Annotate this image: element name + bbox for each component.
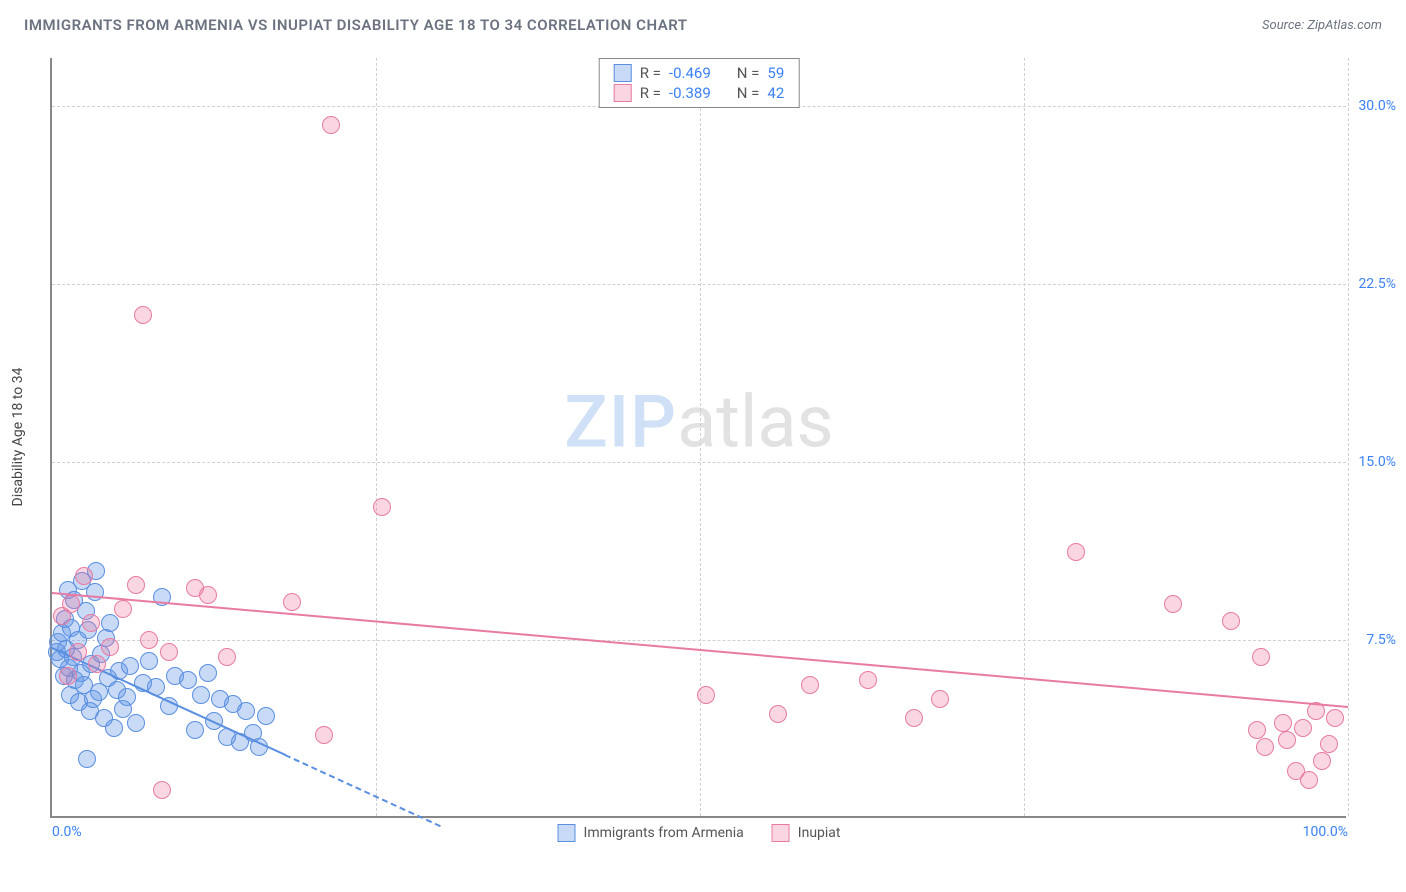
plot-area: ZIPatlas Disability Age 18 to 34 7.5%15.… — [50, 58, 1346, 818]
n-value: 42 — [767, 84, 784, 102]
scatter-point — [127, 576, 145, 594]
scatter-point — [153, 781, 171, 799]
gridline-vertical — [700, 58, 701, 816]
n-value: 59 — [767, 64, 784, 82]
scatter-point — [1300, 771, 1318, 789]
legend-swatch — [614, 84, 632, 102]
scatter-point — [59, 667, 77, 685]
scatter-point — [69, 643, 87, 661]
r-label: R = — [640, 84, 661, 102]
scatter-point — [88, 655, 106, 673]
scatter-point — [905, 709, 923, 727]
watermark: ZIPatlas — [564, 379, 833, 464]
scatter-point — [1164, 595, 1182, 613]
scatter-point — [322, 116, 340, 134]
chart-title: IMMIGRANTS FROM ARMENIA VS INUPIAT DISAB… — [24, 16, 688, 34]
y-axis-title: Disability Age 18 to 34 — [10, 368, 26, 507]
gridline-vertical — [1348, 58, 1349, 816]
scatter-point — [160, 643, 178, 661]
y-tick-label: 30.0% — [1350, 98, 1396, 114]
gridline-horizontal — [52, 462, 1346, 463]
y-tick-label: 7.5% — [1350, 632, 1396, 648]
gridline-horizontal — [52, 284, 1346, 285]
stats-legend-row: R = -0.469 N = 59 — [614, 63, 785, 83]
scatter-point — [931, 690, 949, 708]
legend-swatch — [772, 824, 790, 842]
scatter-point — [1252, 648, 1270, 666]
bottom-legend: Immigrants from Armenia Inupiat — [558, 824, 841, 842]
scatter-point — [1278, 731, 1296, 749]
scatter-point — [101, 614, 119, 632]
y-tick-label: 15.0% — [1350, 454, 1396, 470]
scatter-point — [134, 306, 152, 324]
legend-swatch — [558, 824, 576, 842]
scatter-point — [801, 676, 819, 694]
scatter-point — [315, 726, 333, 744]
scatter-point — [118, 688, 136, 706]
scatter-point — [105, 719, 123, 737]
scatter-point — [140, 631, 158, 649]
scatter-point — [859, 671, 877, 689]
chart-container: ZIPatlas Disability Age 18 to 34 7.5%15.… — [50, 58, 1390, 848]
scatter-point — [1248, 721, 1266, 739]
scatter-point — [62, 595, 80, 613]
legend-item: Inupiat — [772, 824, 841, 842]
scatter-point — [101, 638, 119, 656]
scatter-point — [186, 721, 204, 739]
legend-item: Immigrants from Armenia — [558, 824, 744, 842]
scatter-point — [237, 702, 255, 720]
scatter-point — [1294, 719, 1312, 737]
scatter-point — [257, 707, 275, 725]
r-value: -0.469 — [669, 64, 711, 82]
scatter-point — [1326, 709, 1344, 727]
n-label: N = — [737, 64, 760, 82]
legend-label: Inupiat — [798, 825, 841, 841]
x-tick-label: 0.0% — [52, 824, 82, 840]
scatter-point — [218, 648, 236, 666]
scatter-point — [78, 750, 96, 768]
watermark-zip: ZIP — [564, 379, 677, 464]
stats-legend: R = -0.469 N = 59 R = -0.389 N = 42 — [599, 58, 800, 108]
scatter-point — [114, 600, 132, 618]
scatter-point — [140, 652, 158, 670]
gridline-vertical — [376, 58, 377, 816]
scatter-point — [373, 498, 391, 516]
trend-line-dashed — [285, 754, 441, 827]
r-value: -0.389 — [669, 84, 711, 102]
scatter-point — [769, 705, 787, 723]
source-label: Source: ZipAtlas.com — [1262, 18, 1382, 33]
legend-label: Immigrants from Armenia — [584, 825, 744, 841]
scatter-point — [1256, 738, 1274, 756]
gridline-horizontal — [52, 640, 1346, 641]
stats-legend-row: R = -0.389 N = 42 — [614, 83, 785, 103]
scatter-point — [82, 614, 100, 632]
scatter-point — [1313, 752, 1331, 770]
r-label: R = — [640, 64, 661, 82]
scatter-point — [199, 664, 217, 682]
chart-header: IMMIGRANTS FROM ARMENIA VS INUPIAT DISAB… — [0, 0, 1406, 42]
scatter-point — [192, 686, 210, 704]
scatter-point — [1067, 543, 1085, 561]
scatter-point — [86, 583, 104, 601]
gridline-vertical — [1024, 58, 1025, 816]
scatter-point — [127, 714, 145, 732]
legend-swatch — [614, 64, 632, 82]
scatter-point — [121, 657, 139, 675]
scatter-point — [1274, 714, 1292, 732]
scatter-point — [697, 686, 715, 704]
scatter-point — [283, 593, 301, 611]
scatter-point — [1222, 612, 1240, 630]
y-tick-label: 22.5% — [1350, 276, 1396, 292]
scatter-point — [1320, 735, 1338, 753]
scatter-point — [75, 567, 93, 585]
scatter-point — [199, 586, 217, 604]
x-tick-label: 100.0% — [1303, 824, 1348, 840]
n-label: N = — [737, 84, 760, 102]
